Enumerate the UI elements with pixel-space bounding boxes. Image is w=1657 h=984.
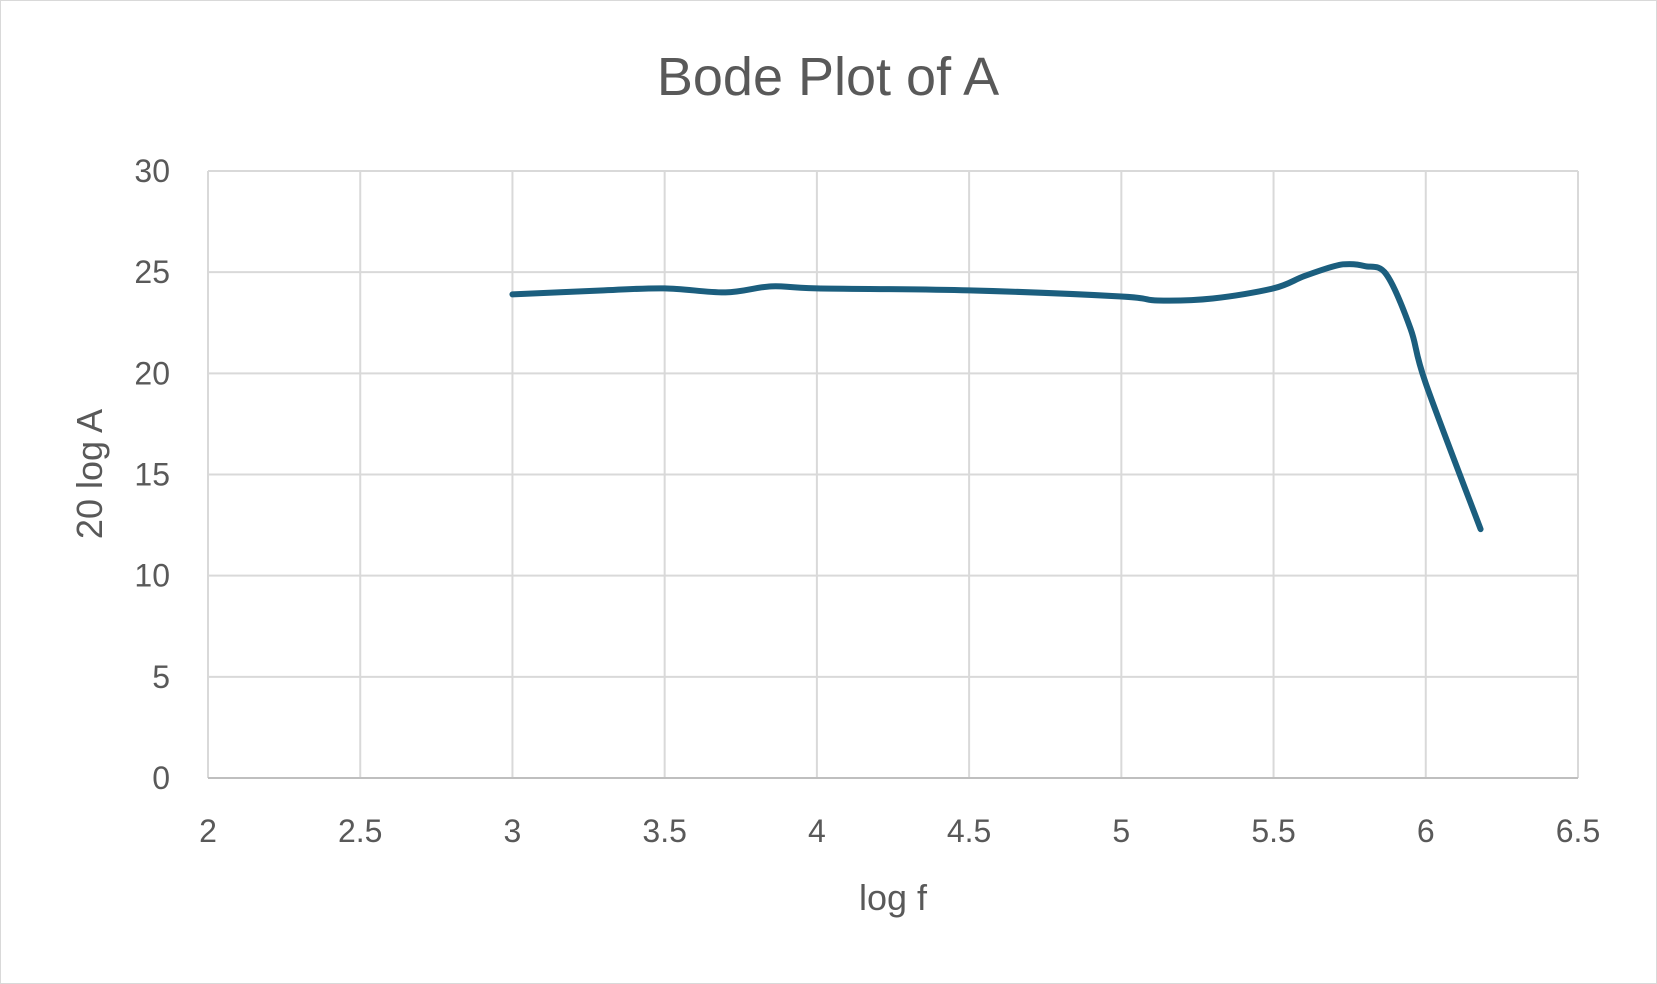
series-layer — [509, 261, 1484, 533]
x-tick-label: 2.5 — [338, 813, 382, 849]
y-tick-label: 25 — [134, 254, 170, 290]
y-axis-title: 20 log A — [69, 409, 110, 539]
y-tick-label: 10 — [134, 558, 170, 594]
x-tick-label: 6.5 — [1556, 813, 1600, 849]
y-tick-label: 0 — [152, 760, 170, 796]
series-line — [509, 261, 1484, 533]
gridlines — [207, 170, 1579, 778]
x-tick-label: 5 — [1112, 813, 1130, 849]
tick-labels: 0 5 10 15 20 25 30 2 2.5 3 3.5 4 4.5 5 5.5 6 6.5 — [134, 153, 1600, 849]
x-tick-label: 4 — [808, 813, 826, 849]
y-tick-label: 20 — [134, 355, 170, 391]
x-tick-label: 3 — [504, 813, 522, 849]
x-tick-label: 4.5 — [947, 813, 991, 849]
x-tick-label: 3.5 — [642, 813, 686, 849]
x-tick-label: 6 — [1417, 813, 1435, 849]
chart-title: Bode Plot of A — [657, 47, 999, 107]
x-tick-label: 2 — [199, 813, 217, 849]
y-tick-label: 5 — [152, 659, 170, 695]
y-tick-label: 30 — [134, 153, 170, 189]
x-tick-label: 5.5 — [1251, 813, 1295, 849]
y-tick-label: 15 — [134, 457, 170, 493]
x-axis-title: log f — [859, 877, 928, 918]
